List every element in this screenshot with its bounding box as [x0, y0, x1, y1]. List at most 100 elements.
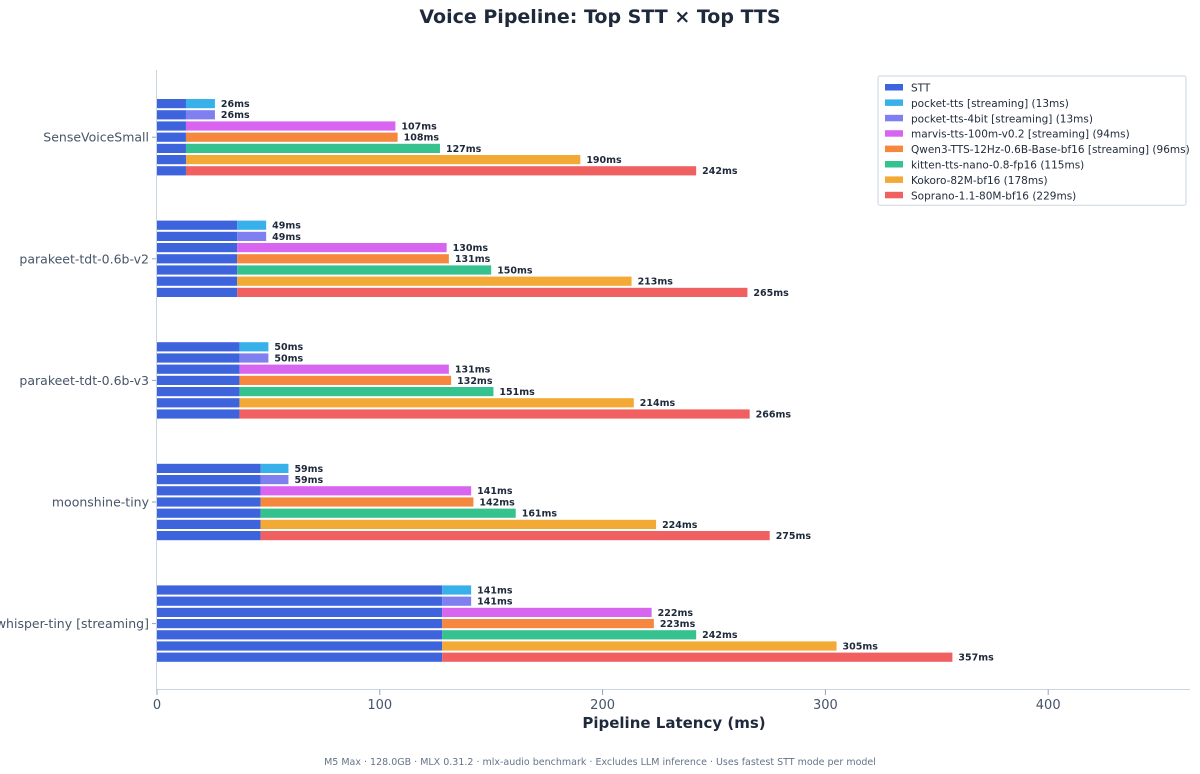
- stt-bar-segment: [157, 243, 238, 253]
- x-tick-label: 300: [813, 698, 838, 713]
- stt-bar-segment: [157, 508, 261, 518]
- tts-bar-segment: [237, 287, 748, 297]
- stt-bar-segment: [157, 265, 238, 275]
- legend: STT pocket-tts [streaming] (13ms) pocket-t…: [877, 75, 1190, 206]
- legend-box: [877, 75, 1187, 206]
- bar-value-label: 242ms: [702, 166, 738, 177]
- bar-value-label: 50ms: [274, 342, 303, 353]
- bar-value-label: 224ms: [662, 520, 698, 531]
- tts-bar-segment: [260, 508, 516, 518]
- tts-bar-segment: [260, 463, 289, 473]
- chart-title: Voice Pipeline: Top STT × Top TTS: [419, 6, 780, 28]
- tts-bar-segment: [237, 231, 267, 241]
- stt-bar-segment: [157, 99, 186, 109]
- tts-bar-segment: [260, 497, 474, 507]
- bar-value-label: 222ms: [658, 608, 694, 619]
- legend-swatch: [885, 99, 903, 106]
- tts-bar-segment: [260, 531, 770, 541]
- bar-value-label: 49ms: [272, 232, 301, 243]
- bar-value-label: 127ms: [446, 144, 482, 155]
- bar-value-label: 50ms: [274, 353, 303, 364]
- x-tick-label: 0: [153, 698, 161, 713]
- stt-bar-segment: [157, 387, 240, 397]
- tts-bar-segment: [185, 121, 396, 131]
- category-label: parakeet-tdt-0.6b-v3: [19, 373, 149, 388]
- x-axis-title: Pipeline Latency (ms): [582, 714, 765, 732]
- bar-value-label: 266ms: [756, 409, 792, 420]
- bar-value-label: 49ms: [272, 221, 301, 232]
- tts-bar-segment: [185, 99, 215, 109]
- legend-swatch: [885, 130, 903, 137]
- x-ticks: 0 100 200 300 400: [153, 689, 1061, 713]
- stt-bar-segment: [157, 486, 261, 496]
- tts-bar-segment: [237, 254, 449, 264]
- stt-bar-segment: [157, 231, 238, 241]
- legend-swatch: [885, 191, 903, 199]
- bar-value-label: 275ms: [776, 531, 812, 542]
- legend-label: pocket-tts-4bit [streaming] (13ms): [911, 113, 1093, 125]
- tts-bar-segment: [237, 276, 632, 286]
- tts-bar-segment: [260, 475, 289, 485]
- stt-bar-segment: [157, 220, 238, 230]
- category-label: whisper-tiny [streaming]: [0, 616, 149, 631]
- stt-bar-segment: [157, 155, 186, 165]
- stt-bar-segment: [157, 254, 238, 264]
- tts-bar-segment: [185, 143, 440, 153]
- bar-value-label: 242ms: [702, 630, 738, 641]
- stt-bar-segment: [157, 287, 238, 297]
- stt-bar-segment: [157, 519, 261, 529]
- stt-bar-segment: [157, 121, 186, 131]
- legend-label: kitten-tts-nano-0.8-fp16 (115ms): [911, 160, 1084, 172]
- stt-bar-segment: [157, 641, 443, 651]
- bar-value-label: 142ms: [479, 497, 515, 508]
- bar-value-label: 107ms: [401, 121, 437, 132]
- legend-label: pocket-tts [streaming] (13ms): [911, 98, 1069, 110]
- tts-bar-segment: [260, 519, 657, 529]
- stt-bar-segment: [157, 619, 443, 629]
- stt-bar-segment: [157, 132, 186, 142]
- legend-label: STT: [911, 83, 931, 95]
- tts-bar-segment: [239, 353, 269, 363]
- stt-bar-segment: [157, 342, 240, 352]
- stt-bar-segment: [157, 375, 240, 385]
- stt-bar-segment: [157, 630, 443, 640]
- tts-bar-segment: [237, 243, 447, 253]
- x-tick-label: 400: [1036, 698, 1061, 713]
- bar-value-label: 223ms: [660, 619, 696, 630]
- category-label: SenseVoiceSmall: [43, 130, 149, 145]
- bar-value-label: 265ms: [753, 288, 789, 299]
- stt-bar-segment: [157, 143, 186, 153]
- stt-bar-segment: [157, 364, 240, 374]
- tts-bar-segment: [260, 486, 472, 496]
- tts-bar-segment: [239, 398, 634, 408]
- legend-label: Soprano-1.1-80M-bf16 (229ms): [911, 190, 1076, 202]
- tts-bar-segment: [185, 110, 215, 120]
- bar-value-label: 141ms: [477, 585, 513, 596]
- stt-bar-segment: [157, 166, 186, 176]
- footer-note: M5 Max · 128.0GB · MLX 0.31.2 · mlx-audi…: [324, 757, 876, 768]
- legend-swatch: [885, 176, 903, 183]
- stt-bar-segment: [157, 475, 261, 485]
- stt-bar-segment: [157, 607, 443, 617]
- bar-value-label: 214ms: [640, 398, 676, 409]
- bar-value-label: 190ms: [586, 155, 622, 166]
- bar-value-label: 26ms: [221, 110, 250, 121]
- legend-label: Qwen3-TTS-12Hz-0.6B-Base-bf16 [streaming…: [911, 144, 1190, 156]
- stt-bar-segment: [157, 596, 443, 606]
- tts-bar-segment: [239, 375, 452, 385]
- bar-value-label: 59ms: [294, 464, 323, 475]
- tts-bar-segment: [239, 387, 494, 397]
- x-tick-label: 100: [367, 698, 392, 713]
- bar-value-label: 357ms: [958, 653, 994, 664]
- stt-bar-segment: [157, 276, 238, 286]
- legend-label: marvis-tts-100m-v0.2 [streaming] (94ms): [911, 129, 1130, 141]
- stt-bar-segment: [157, 531, 261, 541]
- stt-bar-segment: [157, 497, 261, 507]
- bar-value-label: 161ms: [522, 509, 558, 520]
